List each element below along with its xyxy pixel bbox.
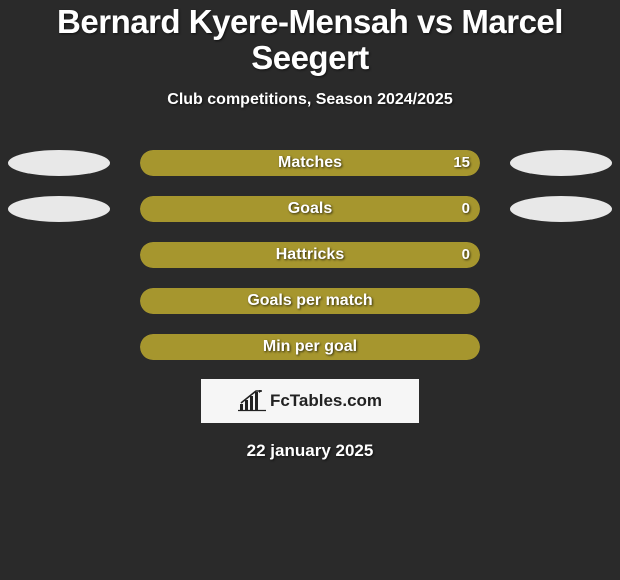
stat-bar-left <box>140 334 310 360</box>
stat-value-right: 0 <box>462 196 470 222</box>
chart-icon <box>238 390 266 412</box>
stat-row: Matches15 <box>0 149 620 177</box>
subtitle: Club competitions, Season 2024/2025 <box>0 91 620 109</box>
stat-bar: Goals0 <box>140 196 480 222</box>
comparison-card: Bernard Kyere-Mensah vs Marcel Seegert C… <box>0 0 620 580</box>
stat-bar-left <box>140 288 310 314</box>
player-right-marker <box>510 150 612 176</box>
stat-bar-left <box>140 242 310 268</box>
stat-bar-right <box>310 334 480 360</box>
stat-value-right: 0 <box>462 242 470 268</box>
stat-row: Goals0 <box>0 195 620 223</box>
player-left-marker <box>8 150 110 176</box>
stat-bar-right <box>310 288 480 314</box>
stat-bar: Goals per match <box>140 288 480 314</box>
stat-bar-right <box>310 196 480 222</box>
stat-bar: Min per goal <box>140 334 480 360</box>
player-left-marker <box>8 196 110 222</box>
page-title: Bernard Kyere-Mensah vs Marcel Seegert <box>0 4 620 77</box>
brand-box[interactable]: FcTables.com <box>201 379 419 423</box>
stat-bar-left <box>140 150 310 176</box>
stat-bar-right <box>310 242 480 268</box>
stat-bar: Matches15 <box>140 150 480 176</box>
stat-row: Goals per match <box>0 287 620 315</box>
stat-bar-left <box>140 196 310 222</box>
stat-row: Min per goal <box>0 333 620 361</box>
stat-rows: Matches15 Goals0 Hattricks0 Goals per match… <box>0 149 620 361</box>
player-right-marker <box>510 196 612 222</box>
brand-text: FcTables.com <box>270 391 382 411</box>
stat-value-right: 15 <box>453 150 470 176</box>
stat-bar: Hattricks0 <box>140 242 480 268</box>
stat-row: Hattricks0 <box>0 241 620 269</box>
date-text: 22 january 2025 <box>0 441 620 461</box>
